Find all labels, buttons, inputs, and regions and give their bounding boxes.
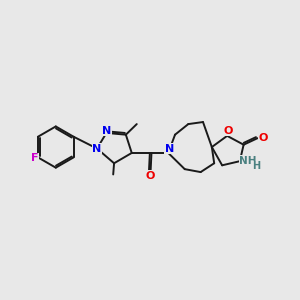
- Text: N: N: [92, 143, 102, 154]
- Text: N: N: [164, 143, 174, 154]
- Text: O: O: [258, 133, 268, 143]
- Text: O: O: [223, 126, 232, 136]
- Text: F: F: [31, 153, 38, 163]
- Text: NH: NH: [239, 156, 257, 166]
- Text: N: N: [102, 126, 111, 136]
- Text: O: O: [146, 171, 155, 181]
- Text: H: H: [252, 161, 260, 172]
